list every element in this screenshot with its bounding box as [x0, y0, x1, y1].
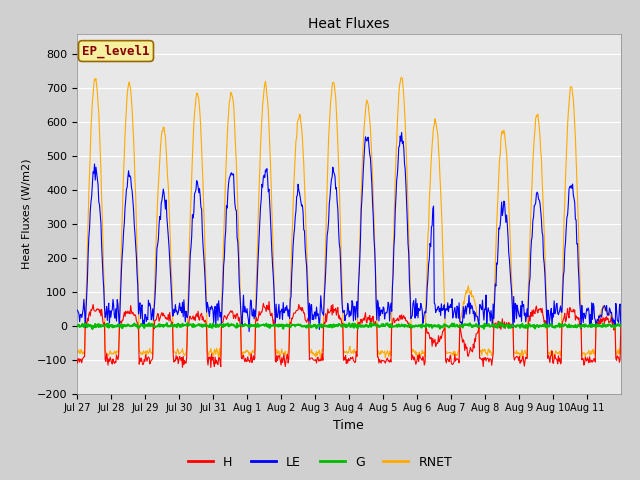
Title: Heat Fluxes: Heat Fluxes	[308, 17, 390, 31]
Legend: H, LE, G, RNET: H, LE, G, RNET	[183, 451, 457, 474]
X-axis label: Time: Time	[333, 419, 364, 432]
Text: EP_level1: EP_level1	[82, 44, 150, 58]
Y-axis label: Heat Fluxes (W/m2): Heat Fluxes (W/m2)	[21, 158, 31, 269]
